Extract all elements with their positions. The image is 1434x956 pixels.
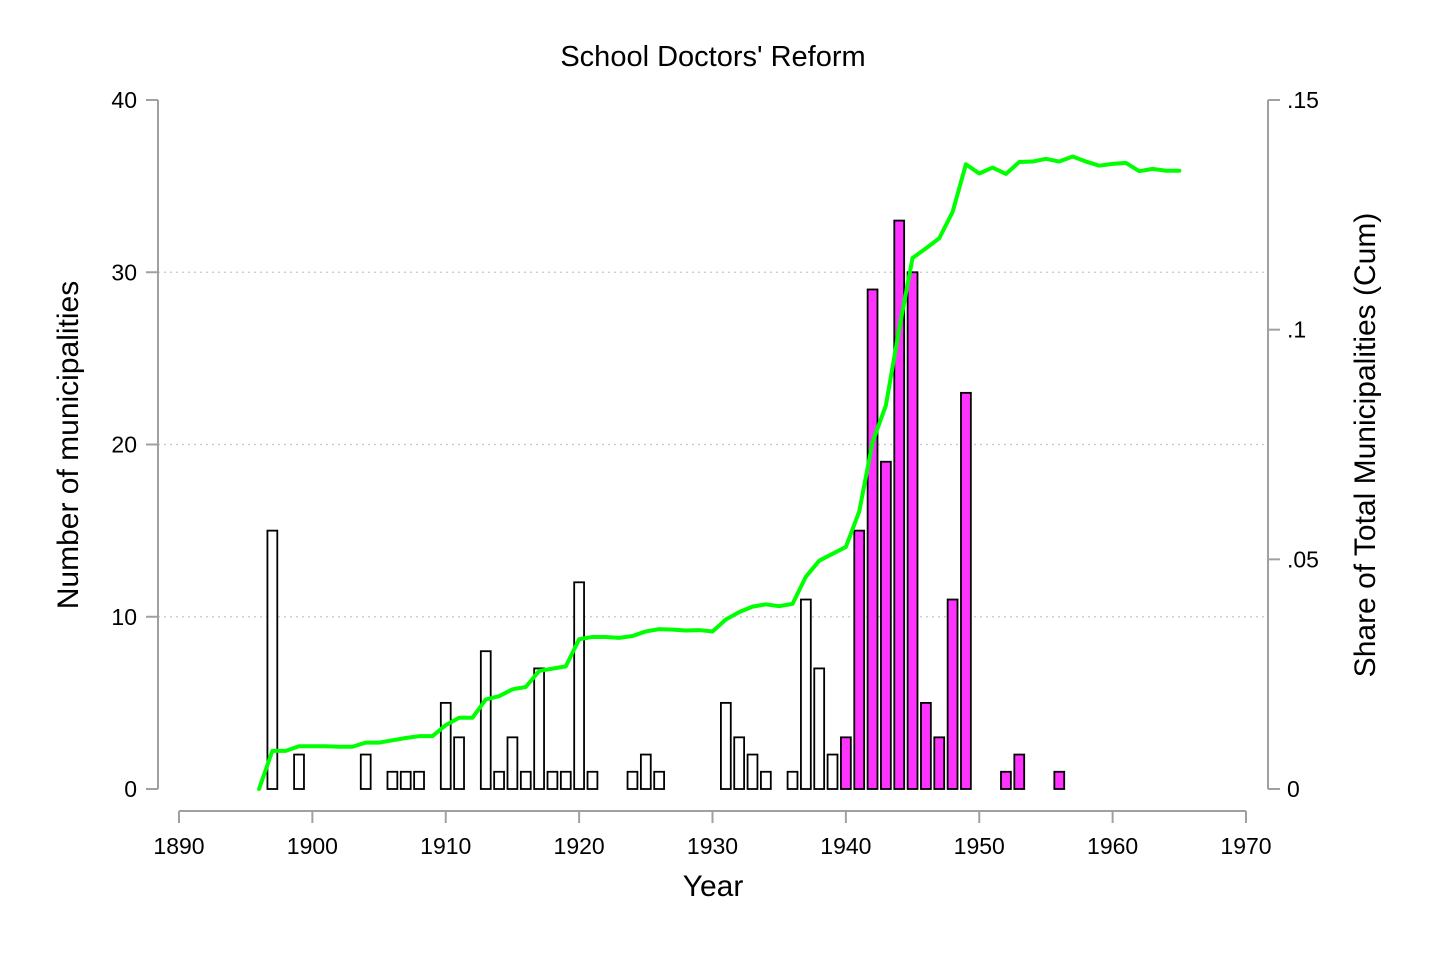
bar [733, 736, 746, 790]
y-tick-label: 40 [111, 87, 137, 113]
x-axis-label: Year [683, 870, 744, 903]
ticks: 0 10 20 30 40 0 .05 .1 .15 1890 1900 1910 1920 1930 19… [111, 87, 1319, 859]
bar [800, 598, 812, 790]
x-tick-label: 1940 [820, 833, 871, 859]
x-tick-label: 1930 [687, 833, 738, 859]
y2-tick-label: .15 [1287, 87, 1319, 113]
bar [920, 701, 932, 790]
bar [439, 701, 452, 790]
bar [479, 650, 492, 790]
bar [746, 753, 759, 790]
bar [960, 391, 972, 790]
y2-tick-label: 0 [1287, 776, 1300, 802]
grid-lines [158, 271, 1268, 618]
bar [720, 701, 732, 790]
chart-title: School Doctors' Reform [560, 41, 865, 73]
cumulative-share-line [257, 154, 1182, 791]
bar [573, 581, 585, 790]
bar [853, 529, 866, 790]
x-tick-label: 1960 [1087, 833, 1138, 859]
bar [786, 770, 799, 790]
cumulative-share-line-layer [257, 154, 1182, 791]
bar [559, 770, 572, 790]
bar [1053, 770, 1066, 790]
bar [760, 770, 772, 790]
x-tick-label: 1920 [554, 833, 605, 859]
axes [157, 100, 1269, 812]
bar [413, 770, 425, 790]
x-tick-label: 1900 [287, 833, 338, 859]
bar [866, 288, 879, 790]
bar-series [266, 219, 1066, 790]
bar [453, 736, 465, 790]
bar [506, 736, 519, 790]
y-axis-label: Number of municipalities [52, 281, 85, 609]
bar [399, 770, 412, 790]
y2-axis-label: Share of Total Municipalities (Cum) [1349, 213, 1382, 678]
y2-tick-label: .1 [1287, 317, 1306, 343]
x-tick-label: 1890 [153, 833, 204, 859]
bar [1000, 770, 1012, 790]
bar [519, 770, 532, 790]
bar [893, 219, 906, 790]
y-tick-label: 30 [111, 259, 137, 285]
y2-tick-label: .05 [1287, 546, 1319, 572]
x-tick-label: 1970 [1220, 833, 1271, 859]
bar [813, 667, 826, 790]
bar [626, 770, 639, 790]
bar [359, 753, 372, 790]
bar [840, 736, 852, 790]
bar [946, 598, 959, 790]
bar [906, 271, 919, 790]
bar [826, 753, 839, 790]
x-tick-label: 1910 [420, 833, 471, 859]
bar [493, 770, 505, 790]
y-tick-label: 10 [111, 604, 137, 630]
bar [533, 667, 545, 790]
bar [1013, 753, 1026, 790]
y-tick-label: 0 [124, 776, 137, 802]
bar [546, 770, 559, 790]
x-tick-label: 1950 [954, 833, 1005, 859]
bar [639, 753, 652, 790]
bar [653, 770, 665, 790]
bar [293, 753, 305, 790]
bar [880, 460, 892, 790]
bar [933, 736, 946, 790]
y-tick-label: 20 [111, 432, 137, 458]
bar [266, 529, 279, 790]
bar [586, 770, 599, 790]
bar [386, 770, 399, 790]
